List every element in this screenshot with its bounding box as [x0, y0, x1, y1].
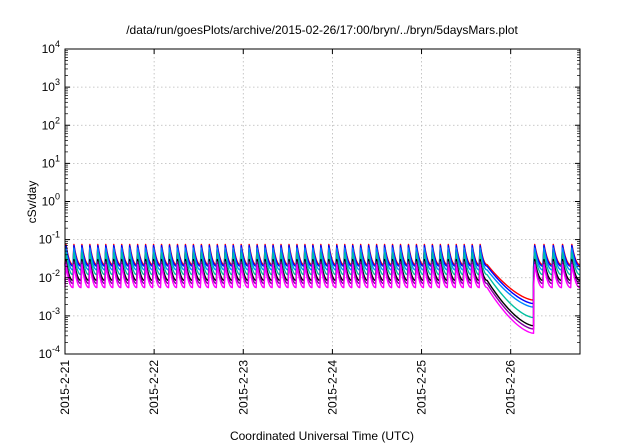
x-tick-label: 2015-2-25 [415, 360, 429, 415]
series-line-7 [64, 264, 581, 334]
y-tick-label: 10-1 [39, 230, 60, 247]
series-line-5 [64, 258, 581, 327]
y-tick-label: 102 [42, 115, 60, 132]
y-tick-label: 10-4 [39, 344, 60, 361]
series-group [64, 243, 581, 334]
y-axis-ticks: 10-4 10-3 10-2 10-1 100 101 102 103 104 [39, 39, 580, 361]
y-tick-label: 103 [42, 77, 60, 94]
series-line-3 [64, 247, 581, 308]
y-tick-label: 100 [42, 192, 60, 209]
y-tick-label: 10-2 [39, 268, 60, 285]
series-line-6 [64, 261, 581, 330]
x-tick-label: 2015-2-26 [504, 360, 518, 415]
x-axis-label: Coordinated Universal Time (UTC) [230, 429, 414, 443]
x-tick-label: 2015-2-21 [58, 360, 72, 415]
x-tick-label: 2015-2-22 [147, 360, 161, 415]
series-line-2 [64, 244, 581, 305]
y-tick-label: 10-3 [39, 306, 60, 323]
y-tick-label: 101 [42, 153, 60, 170]
x-tick-label: 2015-2-24 [325, 360, 339, 415]
series-line-4 [64, 252, 581, 319]
y-tick-label: 104 [42, 39, 60, 56]
y-axis-label: cSv/day [25, 181, 39, 224]
x-tick-label: 2015-2-23 [236, 360, 250, 415]
x-axis-ticks: 2015-2-21 2015-2-22 2015-2-23 2015-2-24 2015… [58, 49, 518, 415]
grid [65, 49, 580, 354]
chart-title: /data/run/goesPlots/archive/2015-02-26/1… [126, 23, 518, 37]
